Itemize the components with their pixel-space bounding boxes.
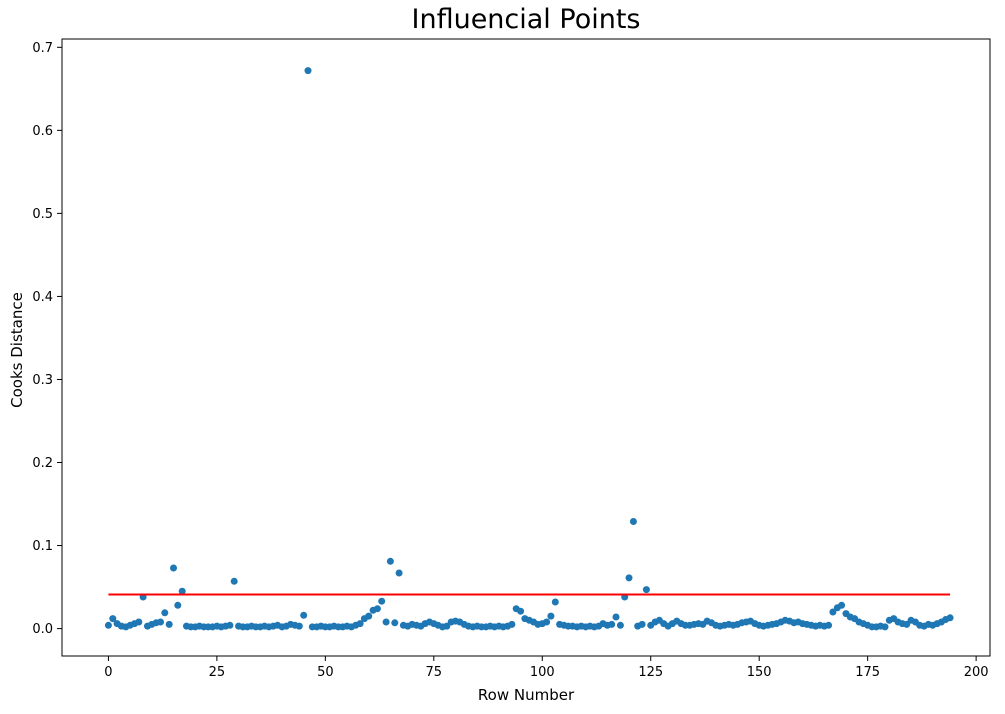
- data-point: [109, 615, 117, 623]
- y-tick-label: 0.4: [32, 290, 53, 305]
- data-point: [157, 618, 164, 626]
- data-point: [104, 621, 112, 629]
- data-point: [382, 618, 390, 626]
- x-tick-label: 25: [209, 665, 226, 680]
- data-point: [625, 574, 633, 582]
- x-tick-label: 125: [638, 665, 663, 680]
- data-point: [608, 620, 616, 628]
- data-point: [373, 605, 381, 613]
- x-tick-label: 100: [530, 665, 555, 680]
- y-tick-label: 0.3: [32, 373, 53, 388]
- data-point: [629, 518, 637, 525]
- y-tick-label: 0.1: [32, 539, 53, 554]
- data-point: [443, 622, 451, 630]
- data-point: [829, 608, 837, 616]
- data-point: [356, 620, 364, 628]
- chart-title: Influencial Points: [411, 4, 641, 35]
- data-point: [612, 613, 620, 621]
- data-point: [174, 601, 182, 609]
- data-point: [838, 601, 846, 609]
- data-point: [161, 609, 169, 617]
- data-point: [946, 614, 954, 622]
- x-tick-label: 50: [317, 665, 334, 680]
- y-tick-label: 0.0: [32, 622, 53, 637]
- y-axis-label: Cooks Distance: [8, 292, 26, 408]
- data-point: [378, 597, 386, 605]
- data-point: [386, 557, 394, 565]
- data-point: [178, 587, 186, 595]
- data-point: [881, 623, 889, 631]
- plot-frame: [61, 38, 991, 657]
- y-tick-label: 0.2: [32, 456, 53, 471]
- data-point: [365, 612, 373, 620]
- data-point: [638, 620, 646, 628]
- data-point: [295, 622, 303, 630]
- x-tick-label: 175: [855, 665, 880, 680]
- x-tick-label: 0: [104, 665, 112, 680]
- data-point: [135, 618, 143, 626]
- y-tick-label: 0.7: [32, 41, 53, 56]
- data-point: [642, 586, 650, 594]
- data-point: [226, 621, 234, 629]
- x-tick-label: 200: [964, 665, 989, 680]
- data-point: [165, 620, 173, 628]
- data-point: [616, 621, 624, 629]
- data-point: [170, 564, 177, 572]
- data-point: [395, 569, 403, 577]
- data-point: [300, 611, 308, 619]
- data-point: [825, 621, 833, 629]
- x-tick-label: 150: [747, 665, 772, 680]
- y-tick-label: 0.5: [32, 207, 53, 222]
- data-point: [230, 577, 238, 585]
- x-axis-label: Row Number: [477, 686, 575, 704]
- data-point: [304, 67, 312, 75]
- data-point: [517, 607, 525, 615]
- data-point: [508, 620, 516, 628]
- data-point: [547, 612, 555, 620]
- x-tick-label: 75: [426, 665, 443, 680]
- data-point: [391, 619, 399, 627]
- y-tick-label: 0.6: [32, 124, 53, 139]
- data-point: [543, 618, 551, 626]
- data-point: [551, 598, 559, 606]
